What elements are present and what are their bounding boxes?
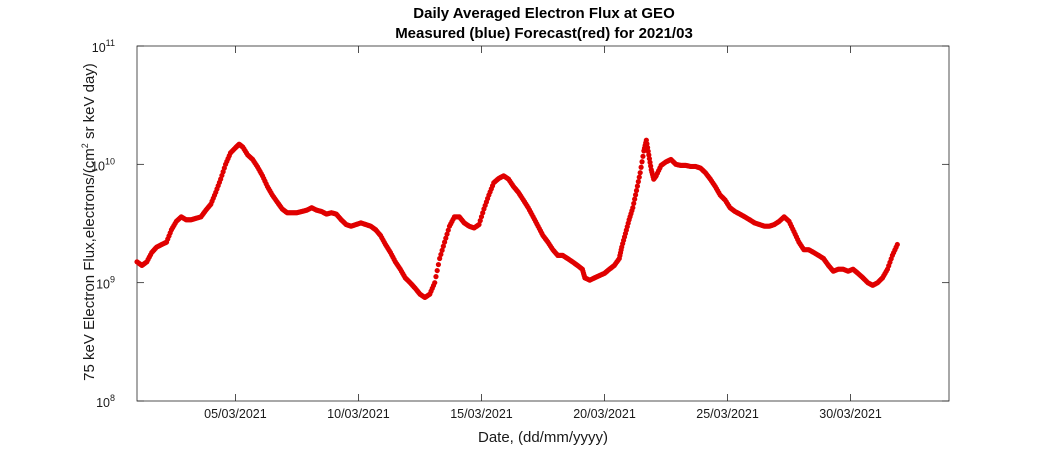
data-point-dense <box>433 274 439 280</box>
data-point <box>432 280 438 286</box>
data-point-dense <box>438 251 444 258</box>
y-tick-label: 1010 <box>91 156 115 173</box>
y-tick-label: 1011 <box>92 38 115 55</box>
x-tick-label: 10/03/2021 <box>327 407 390 421</box>
data-point <box>630 205 636 211</box>
series-layer <box>134 137 900 301</box>
data-point <box>441 239 448 245</box>
data-point-dense <box>639 159 645 165</box>
chart-title: Daily Averaged Electron Flux at GEO <box>413 5 675 22</box>
data-point-dense <box>439 247 445 253</box>
data-point-dense <box>434 267 440 274</box>
data-point-dense <box>635 179 641 185</box>
data-point-dense <box>640 153 646 159</box>
data-point <box>637 170 643 176</box>
x-tick-label: 25/03/2021 <box>696 407 759 421</box>
y-tick-base: 10 <box>91 159 105 173</box>
x-axis: 05/03/2021 10/03/2021 15/03/2021 20/03/2021… <box>204 46 882 421</box>
data-point-dense <box>634 183 641 189</box>
data-point-dense <box>443 235 449 241</box>
data-point-dense <box>480 210 486 216</box>
data-point-dense <box>477 218 483 224</box>
x-axis-label: Date, (dd/mm/yyyy) <box>478 429 608 446</box>
y-tick-exponent: 8 <box>110 393 115 403</box>
data-point-dense <box>444 231 450 237</box>
y-tick-base: 10 <box>96 396 110 410</box>
plot-frame <box>136 45 950 402</box>
data-point <box>437 255 443 262</box>
chart-subtitle: Measured (blue) Forecast(red) for 2021/0… <box>395 25 693 42</box>
y-tick-exponent: 9 <box>110 275 115 285</box>
y-tick-exponent: 10 <box>105 156 115 166</box>
y-axis-label-tail: sr keV day) <box>81 63 98 143</box>
x-tick-label: 30/03/2021 <box>819 407 882 421</box>
data-point <box>476 221 482 228</box>
data-point <box>894 241 900 248</box>
x-tick-label: 05/03/2021 <box>204 407 267 421</box>
data-point <box>633 187 640 194</box>
data-point-dense <box>631 200 637 207</box>
data-point-dense <box>440 243 446 249</box>
y-axis-label-main: 75 keV Electron Flux,electrons/(cm <box>81 148 98 381</box>
data-point-dense <box>632 196 638 202</box>
data-point-dense <box>636 174 642 180</box>
data-point-dense <box>445 227 451 233</box>
data-point-dense <box>632 192 639 198</box>
data-point-dense <box>638 164 644 170</box>
y-tick-label: 109 <box>96 275 115 292</box>
y-tick-base: 10 <box>92 41 106 55</box>
x-tick-label: 20/03/2021 <box>573 407 636 421</box>
y-tick-label: 108 <box>96 393 115 410</box>
y-tick-base: 10 <box>96 278 110 292</box>
y-axis-label-sup: 2 <box>80 143 90 148</box>
y-tick-exponent: 11 <box>106 38 115 48</box>
data-point-dense <box>435 261 442 268</box>
x-tick-label: 15/03/2021 <box>450 407 513 421</box>
y-axis-label: 75 keV Electron Flux,electrons/(cm2 sr k… <box>80 63 98 381</box>
data-point-dense <box>478 214 485 220</box>
